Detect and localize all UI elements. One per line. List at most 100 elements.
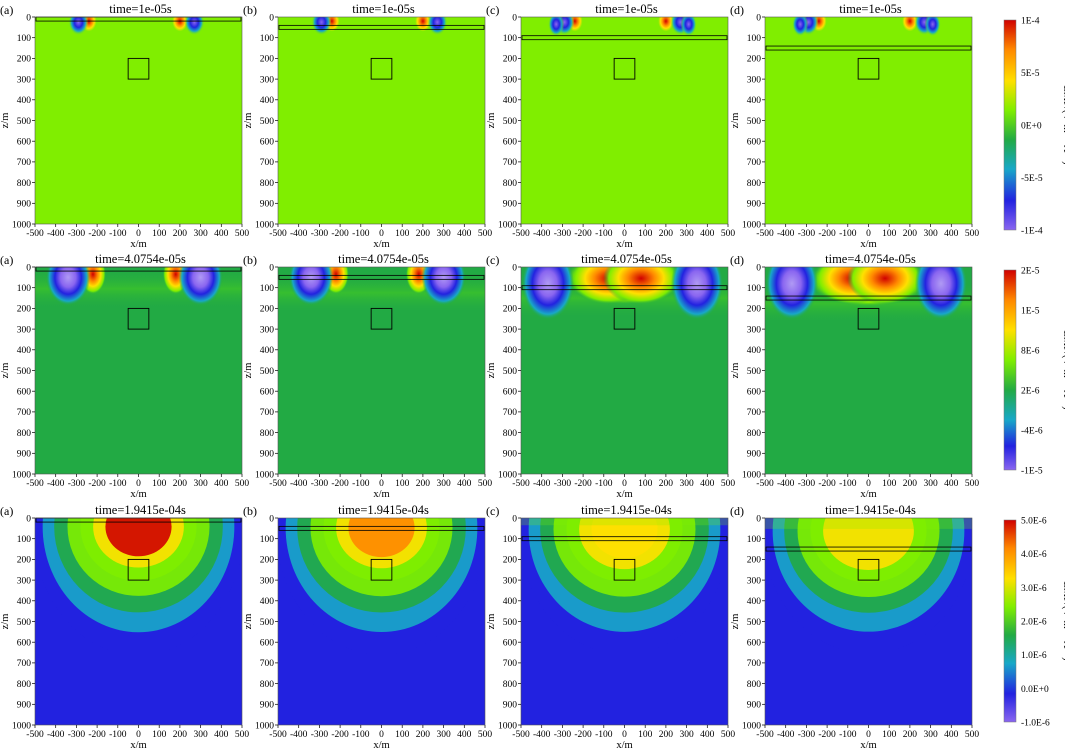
panel-label: (c)	[486, 253, 499, 267]
x-tick-label: 500	[478, 730, 493, 740]
colorbar-3: 5.0E-6 4.0E-6 3.0E-6 2.0E-6 1.0E-6 0.0E+0 -1.0…	[1003, 517, 1065, 729]
x-axis-label: x/m	[130, 239, 146, 250]
anomaly-box	[370, 307, 393, 330]
y-tick-label: 100	[17, 34, 32, 44]
panel-3-c: -500 -400 -300 -200 -100 0 100 200 300 400 500x/m0…	[486, 503, 735, 750]
transmitter-loop	[278, 525, 485, 531]
x-axis-label: x/m	[616, 740, 632, 750]
y-tick-label: 900	[747, 701, 762, 711]
x-tick-label: 0	[136, 730, 141, 740]
y-tick-label: 400	[260, 597, 275, 607]
y-tick-label: 100	[260, 535, 275, 545]
transmitter-loop	[765, 295, 972, 301]
y-tick-label: 0	[756, 13, 761, 23]
y-tick-label: 900	[747, 200, 762, 210]
x-tick-label: 400	[700, 730, 715, 740]
y-tick-label: 100	[747, 34, 762, 44]
field-layer	[348, 518, 415, 558]
y-tick-label: 900	[17, 701, 32, 711]
x-tick-label: -300	[554, 229, 572, 239]
y-tick-label: 0	[26, 514, 31, 524]
panel-1-c: -500 -400 -300 -200 -100 0 100 200 300 400 500x/m0…	[486, 2, 735, 250]
x-axis-label: x/m	[130, 489, 146, 500]
x-tick-label: 0	[136, 479, 141, 489]
y-tick-label: 500	[17, 367, 32, 377]
background-field	[521, 17, 728, 224]
y-tick-label: 600	[260, 138, 275, 148]
y-tick-label: 0	[512, 13, 517, 23]
x-tick-label: 0	[866, 229, 871, 239]
x-tick-label: -100	[839, 730, 857, 740]
panel-title: time=1e-05s	[839, 2, 902, 16]
colorbar-tick-label: 2E-5	[1021, 267, 1040, 277]
y-tick-label: 200	[747, 305, 762, 315]
x-tick-label: 500	[721, 229, 736, 239]
y-tick-label: 500	[747, 117, 762, 127]
negative-blob	[792, 17, 809, 37]
panel-label: (b)	[243, 504, 257, 518]
y-tick-label: 0	[512, 514, 517, 524]
x-tick-label: 300	[679, 229, 694, 239]
anomaly-box	[370, 558, 393, 581]
y-axis-label: z/m	[486, 614, 497, 630]
colorbar-gradient	[1003, 519, 1017, 723]
x-tick-label: 0	[136, 229, 141, 239]
x-tick-label: 400	[944, 479, 959, 489]
y-tick-label: 600	[503, 639, 518, 649]
y-tick-label: 1000	[498, 470, 517, 480]
panel-title: time=4.0754e-05s	[825, 252, 916, 266]
y-tick-label: 200	[747, 556, 762, 566]
y-tick-label: 300	[17, 576, 32, 586]
colorbar-tick-label: -1E-5	[1021, 467, 1043, 477]
y-tick-label: 500	[503, 117, 518, 127]
x-tick-label: 400	[944, 730, 959, 740]
panel-1-a: -500 -400 -300 -200 -100 0 100 200 300 400 500x/m0…	[0, 2, 249, 250]
field-layer	[765, 518, 972, 529]
x-axis-label: x/m	[130, 740, 146, 750]
y-tick-label: 800	[747, 429, 762, 439]
y-tick-label: 400	[747, 346, 762, 356]
y-tick-label: 600	[260, 639, 275, 649]
panel-label: (d)	[730, 504, 744, 518]
y-tick-label: 300	[503, 576, 518, 586]
x-tick-label: 100	[882, 229, 897, 239]
panel-3-a: -500 -400 -300 -200 -100 0 100 200 300 400 500x/m0…	[0, 503, 249, 750]
anomaly-box	[857, 558, 880, 581]
x-tick-label: 100	[882, 479, 897, 489]
panel-1-b: -500 -400 -300 -200 -100 0 100 200 300 400 500x/m0…	[243, 2, 492, 250]
transmitter-loop	[765, 45, 972, 51]
panels-layer: -500 -400 -300 -200 -100 0 100 200 300 400 500x/m0…	[0, 2, 979, 750]
field-map	[765, 17, 972, 224]
y-tick-label: 200	[747, 55, 762, 65]
y-tick-label: 800	[503, 429, 518, 439]
panel-label: (a)	[0, 253, 13, 267]
y-tick-label: 300	[747, 75, 762, 85]
transmitter-loop	[278, 274, 485, 280]
y-tick-label: 400	[17, 597, 32, 607]
x-tick-label: -400	[47, 479, 65, 489]
colorbar-tick-label: -1E-4	[1021, 227, 1043, 237]
anomaly-box	[127, 558, 150, 581]
x-tick-label: 0	[866, 730, 871, 740]
x-tick-label: 400	[944, 229, 959, 239]
y-tick-label: 1000	[12, 220, 31, 230]
x-tick-label: -300	[68, 229, 86, 239]
y-axis-label: z/m	[243, 614, 254, 630]
positive-blob	[847, 267, 924, 305]
x-tick-label: -300	[554, 479, 572, 489]
x-tick-label: -200	[331, 730, 349, 740]
anomaly-box	[857, 307, 880, 330]
x-tick-label: 200	[659, 730, 674, 740]
x-axis-label: x/m	[616, 489, 632, 500]
x-tick-label: 0	[379, 229, 384, 239]
y-tick-label: 700	[17, 158, 32, 168]
x-tick-label: -500	[512, 730, 530, 740]
y-tick-label: 400	[17, 346, 32, 356]
x-tick-label: -500	[269, 479, 287, 489]
y-tick-label: 0	[26, 263, 31, 273]
x-tick-label: -100	[839, 479, 857, 489]
anomaly-box	[613, 307, 636, 330]
field-map	[765, 518, 972, 725]
x-tick-label: 400	[457, 229, 472, 239]
y-tick-label: 100	[17, 284, 32, 294]
